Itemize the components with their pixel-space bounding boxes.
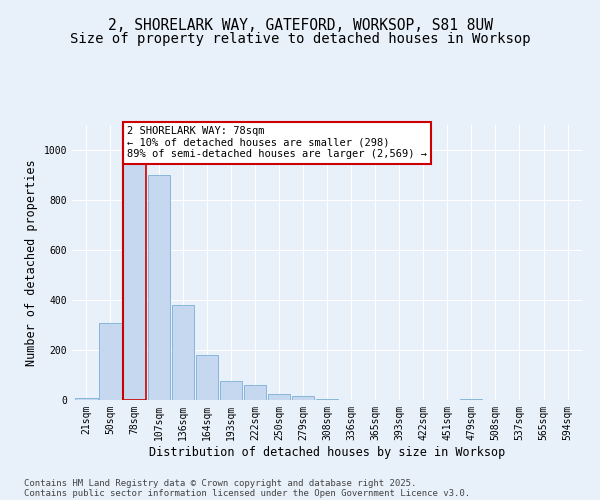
Bar: [244, 385, 266, 400]
Bar: [124, 138, 146, 400]
Text: Size of property relative to detached houses in Worksop: Size of property relative to detached ho…: [70, 32, 530, 46]
Bar: [148, 175, 170, 400]
Text: Contains HM Land Registry data © Crown copyright and database right 2025.: Contains HM Land Registry data © Crown c…: [24, 478, 416, 488]
Bar: [100, 322, 122, 400]
Text: 2, SHORELARK WAY, GATEFORD, WORKSOP, S81 8UW: 2, SHORELARK WAY, GATEFORD, WORKSOP, S81…: [107, 18, 493, 32]
Bar: [172, 305, 194, 400]
Y-axis label: Number of detached properties: Number of detached properties: [25, 159, 38, 366]
Bar: [76, 398, 98, 400]
Text: Contains public sector information licensed under the Open Government Licence v3: Contains public sector information licen…: [24, 488, 470, 498]
X-axis label: Distribution of detached houses by size in Worksop: Distribution of detached houses by size …: [149, 446, 505, 458]
Text: 2 SHORELARK WAY: 78sqm
← 10% of detached houses are smaller (298)
89% of semi-de: 2 SHORELARK WAY: 78sqm ← 10% of detached…: [127, 126, 427, 160]
Bar: [460, 399, 482, 400]
Bar: [220, 381, 242, 400]
Bar: [316, 399, 338, 400]
Bar: [292, 396, 314, 400]
Bar: [268, 394, 290, 400]
Bar: [196, 355, 218, 400]
